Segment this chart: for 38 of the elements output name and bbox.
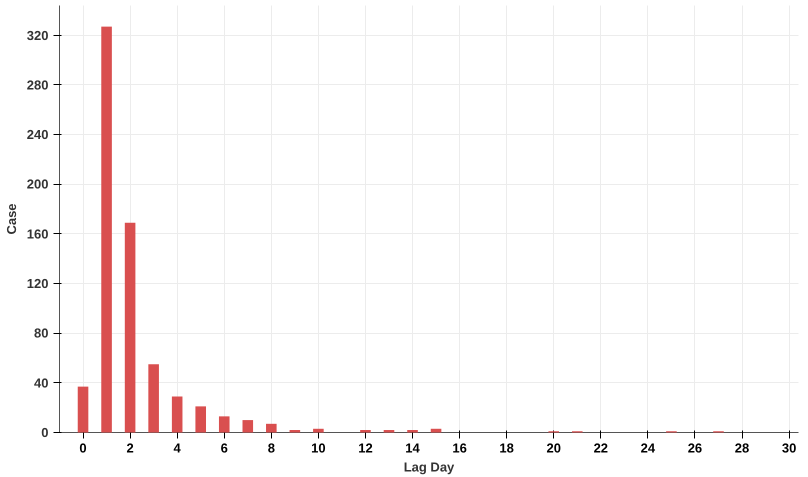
x-tick-label: 18 (499, 440, 514, 456)
x-tick-label: 8 (268, 440, 275, 456)
x-tick-label: 24 (640, 440, 656, 456)
x-tick-label: 12 (358, 440, 373, 456)
x-tick-label: 28 (734, 440, 750, 456)
bar (218, 416, 230, 432)
y-tick-label: 40 (34, 375, 49, 390)
y-tick-label: 0 (41, 425, 49, 440)
bar (101, 26, 112, 432)
y-tick-label: 280 (26, 77, 49, 92)
x-tick-label: 10 (311, 440, 326, 456)
bar (313, 428, 324, 432)
y-tick-label: 240 (26, 127, 49, 142)
y-tick-label: 320 (26, 28, 49, 43)
x-tick-label: 20 (546, 440, 561, 456)
x-tick-label: 0 (79, 440, 87, 456)
bar (172, 396, 182, 432)
x-tick-label: 16 (452, 440, 467, 456)
y-axis-title: Case (4, 203, 19, 235)
bar (148, 364, 159, 432)
x-tick-label: 30 (782, 440, 796, 456)
y-tick-label: 120 (26, 276, 49, 292)
y-tick-label: 160 (26, 226, 49, 242)
x-tick-label: 6 (220, 440, 228, 456)
x-tick-label: 2 (126, 440, 134, 456)
bar (266, 424, 277, 432)
x-axis-title: Lag Day (404, 460, 456, 474)
bar (78, 386, 88, 432)
bar (195, 406, 206, 432)
x-tick-label: 4 (174, 440, 182, 456)
bar (242, 420, 254, 432)
bar (430, 428, 442, 432)
x-tick-label: 14 (405, 440, 421, 456)
y-tick-label: 200 (26, 176, 49, 192)
bar (124, 222, 136, 432)
x-tick-label: 22 (594, 440, 608, 456)
x-tick-label: 26 (688, 440, 702, 456)
y-tick-label: 80 (34, 326, 49, 341)
